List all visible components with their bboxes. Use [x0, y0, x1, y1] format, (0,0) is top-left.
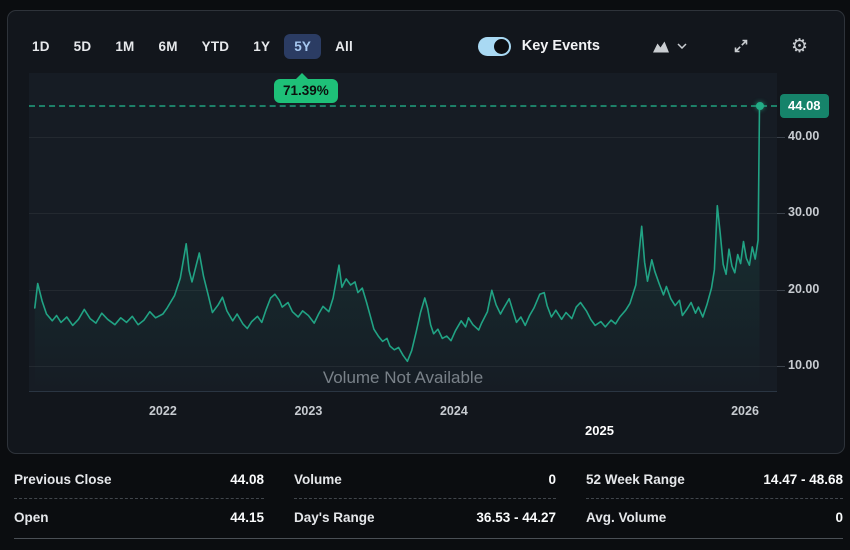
- area-chart-icon: [652, 40, 670, 53]
- gridline: [29, 289, 777, 291]
- stat-avg-volume: Avg. Volume 0: [586, 499, 843, 536]
- x-axis-label: 2024: [439, 404, 468, 418]
- range-button-5d[interactable]: 5D: [73, 38, 92, 54]
- stat-value: 0: [835, 510, 843, 525]
- price-line-chart: [34, 105, 761, 391]
- expand-icon: [733, 38, 749, 54]
- last-price-dot: [755, 101, 764, 110]
- range-button-1d[interactable]: 1D: [32, 38, 50, 54]
- toolbar-right-group: Key Events ⚙: [477, 34, 844, 57]
- y-axis-label: 30.00: [788, 205, 820, 220]
- stats-divider: [14, 538, 843, 539]
- stat-label: Previous Close: [14, 472, 112, 487]
- x-axis-label: 2026: [731, 404, 759, 418]
- gridline: [29, 213, 777, 215]
- stat-label: Avg. Volume: [586, 510, 667, 525]
- chart-toolbar: 1D 5D 1M 6M YTD 1Y 5Y All Key Events: [8, 19, 844, 73]
- stat-value: 44.15: [230, 510, 264, 525]
- price-badge: 44.08: [780, 93, 829, 118]
- stat-open: Open 44.15: [14, 499, 264, 536]
- gear-icon: ⚙: [790, 34, 808, 57]
- key-events-label: Key Events: [521, 38, 600, 54]
- stat-volume: Volume 0: [294, 461, 556, 499]
- y-axis-tick: [777, 213, 785, 215]
- settings-button[interactable]: ⚙: [749, 34, 808, 57]
- y-axis-tick: [777, 365, 785, 367]
- chevron-down-icon: [677, 43, 687, 49]
- range-button-6m[interactable]: 6M: [158, 38, 178, 54]
- stat-52-week-range: 52 Week Range 14.47 - 48.68: [586, 461, 843, 499]
- y-axis-label: 40.00: [788, 129, 820, 144]
- stat-label: Open: [14, 510, 49, 525]
- key-events-toggle[interactable]: [477, 36, 511, 56]
- stat-previous-close: Previous Close 44.08: [14, 461, 264, 499]
- stats-table: Previous Close 44.08 Volume 0 52 Week Ra…: [14, 461, 843, 536]
- toggle-knob: [493, 38, 509, 54]
- x-axis-label: 2022: [148, 404, 177, 418]
- chart-type-button[interactable]: [652, 40, 687, 53]
- change-badge: 71.39%: [274, 73, 338, 103]
- range-selector: 1D 5D 1M 6M YTD 1Y 5Y All: [8, 33, 363, 59]
- range-button-5y[interactable]: 5Y: [284, 33, 322, 59]
- stat-value: 14.47 - 48.68: [763, 472, 843, 487]
- stat-value: 0: [548, 472, 556, 487]
- range-button-1y[interactable]: 1Y: [253, 38, 271, 54]
- stat-label: Volume: [294, 472, 342, 487]
- current-price-line: [29, 104, 777, 107]
- stat-label: Day's Range: [294, 510, 375, 525]
- x-axis-label: 2023: [294, 404, 323, 418]
- gridline: [29, 137, 777, 139]
- stat-days-range: Day's Range 36.53 - 44.27: [294, 499, 556, 536]
- x-axis: 2022 2023 2024 2025 2026: [8, 404, 844, 446]
- y-axis-label: 20.00: [788, 281, 820, 296]
- stat-label: 52 Week Range: [586, 472, 685, 487]
- x-axis-label: 2025: [585, 423, 614, 438]
- stat-value: 44.08: [230, 472, 264, 487]
- range-button-ytd[interactable]: YTD: [201, 38, 230, 54]
- range-button-all[interactable]: All: [335, 38, 353, 54]
- stat-value: 36.53 - 44.27: [476, 510, 556, 525]
- price-chart-plot[interactable]: Volume Not Available: [29, 73, 777, 392]
- chart-card: 1D 5D 1M 6M YTD 1Y 5Y All Key Events: [7, 10, 845, 454]
- fullscreen-button[interactable]: [733, 38, 749, 54]
- y-axis-label: 10.00: [788, 357, 820, 372]
- y-axis-tick: [777, 289, 785, 291]
- range-button-1m[interactable]: 1M: [115, 38, 135, 54]
- y-axis-tick: [777, 137, 785, 139]
